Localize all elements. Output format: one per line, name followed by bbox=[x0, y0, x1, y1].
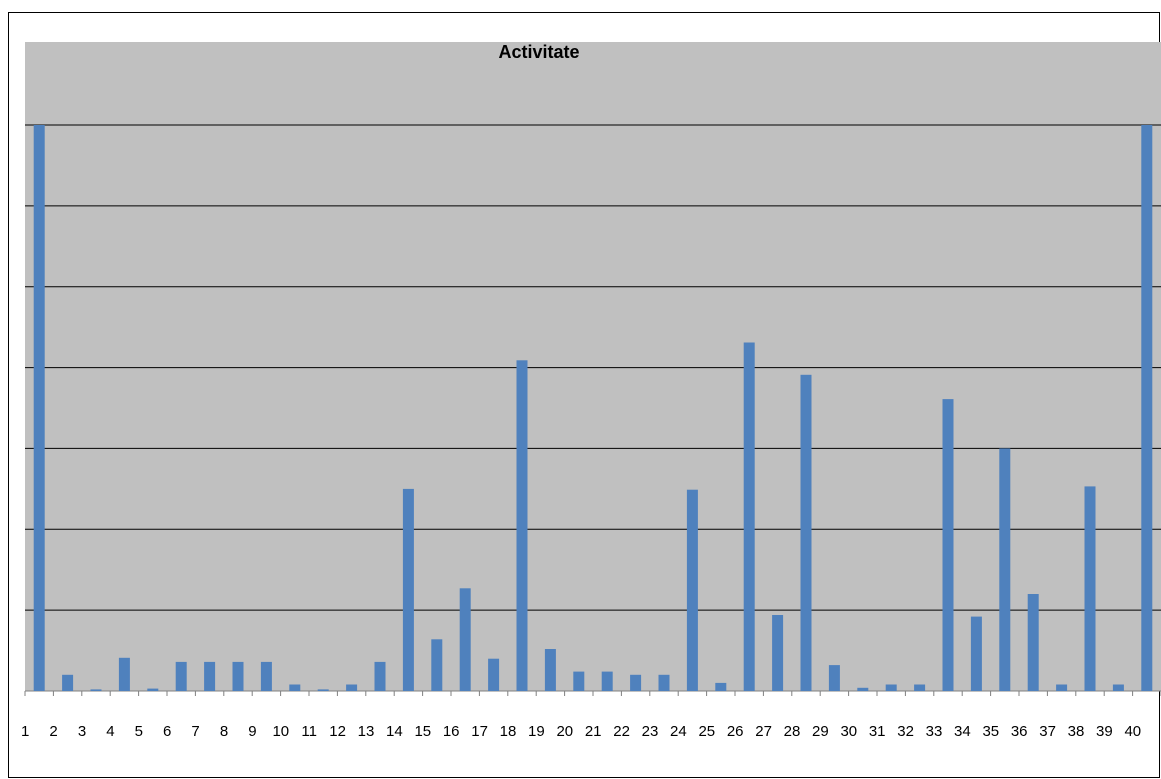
x-tick-label-20: 20 bbox=[556, 723, 573, 740]
x-tick-label-28: 28 bbox=[784, 723, 801, 740]
x-tick-label-11: 11 bbox=[301, 723, 317, 740]
bar-11 bbox=[317, 689, 329, 691]
bar-14 bbox=[402, 488, 414, 691]
x-tick-label-17: 17 bbox=[471, 723, 488, 740]
x-tick-label-37: 37 bbox=[1039, 723, 1056, 740]
chart-frame: 1 2 3 4 5 6 7 8 9 10 11 12 13 14 15 16 17 18 19 20 21 22 23 24 2… bbox=[8, 12, 1161, 778]
bar-27 bbox=[772, 615, 784, 691]
x-tick-label-33: 33 bbox=[926, 723, 943, 740]
bar-31 bbox=[885, 684, 897, 691]
bar-28 bbox=[800, 374, 812, 691]
x-tick-label-5: 5 bbox=[135, 723, 143, 740]
bar-16 bbox=[459, 588, 471, 691]
x-tick-label-6: 6 bbox=[163, 723, 171, 740]
bar-7 bbox=[204, 661, 216, 691]
bar-3 bbox=[90, 689, 102, 691]
x-tick-label-35: 35 bbox=[982, 723, 999, 740]
bar-38 bbox=[1084, 486, 1096, 691]
x-tick-label-8: 8 bbox=[220, 723, 228, 740]
x-tick-label-34: 34 bbox=[954, 723, 971, 740]
bar-4 bbox=[118, 657, 130, 691]
bar-25 bbox=[715, 682, 727, 691]
x-tick-label-36: 36 bbox=[1011, 723, 1028, 740]
bar-23 bbox=[658, 674, 670, 691]
x-tick-label-2: 2 bbox=[49, 723, 57, 740]
bar-5 bbox=[147, 688, 159, 691]
bar-9 bbox=[260, 661, 272, 691]
bar-17 bbox=[488, 658, 500, 691]
x-tick-label-13: 13 bbox=[358, 723, 375, 740]
bar-34 bbox=[970, 616, 982, 691]
bar-24 bbox=[686, 489, 698, 691]
bar-40 bbox=[1141, 125, 1153, 691]
bar-29 bbox=[828, 665, 840, 691]
bar-35 bbox=[999, 448, 1011, 691]
x-tick-label-24: 24 bbox=[670, 723, 687, 740]
gridlines bbox=[25, 124, 1161, 611]
x-tick-label-32: 32 bbox=[897, 723, 914, 740]
bar-10 bbox=[289, 684, 301, 691]
bar-32 bbox=[914, 684, 926, 691]
bar-37 bbox=[1056, 684, 1068, 691]
x-tick-label-23: 23 bbox=[642, 723, 659, 740]
x-tick-label-9: 9 bbox=[248, 723, 256, 740]
x-tick-label-30: 30 bbox=[840, 723, 857, 740]
bar-19 bbox=[544, 649, 556, 691]
bar-26 bbox=[743, 342, 755, 691]
x-axis-labels: 1 2 3 4 5 6 7 8 9 10 11 12 13 14 15 16 17 18 19 20 21 22 23 24 2… bbox=[21, 723, 1141, 740]
x-tick-label-12: 12 bbox=[329, 723, 346, 740]
x-tick-label-22: 22 bbox=[613, 723, 630, 740]
x-axis-ticks bbox=[24, 691, 1161, 696]
bar-39 bbox=[1112, 684, 1124, 691]
x-tick-label-25: 25 bbox=[698, 723, 715, 740]
x-tick-label-21: 21 bbox=[585, 723, 602, 740]
bar-6 bbox=[175, 661, 187, 691]
bar-21 bbox=[601, 671, 613, 691]
x-tick-label-38: 38 bbox=[1068, 723, 1085, 740]
bar-33 bbox=[942, 399, 954, 691]
x-tick-label-7: 7 bbox=[191, 723, 199, 740]
bar-36 bbox=[1027, 594, 1039, 691]
bar-20 bbox=[573, 671, 585, 691]
x-tick-label-39: 39 bbox=[1096, 723, 1113, 740]
bar-8 bbox=[232, 661, 244, 691]
x-tick-label-19: 19 bbox=[528, 723, 545, 740]
bar-12 bbox=[346, 684, 358, 691]
bar-15 bbox=[431, 639, 443, 691]
bar-13 bbox=[374, 661, 386, 691]
bar-2 bbox=[62, 674, 74, 691]
bar-chart: 1 2 3 4 5 6 7 8 9 10 11 12 13 14 15 16 17 18 19 20 21 22 23 24 2… bbox=[21, 42, 1161, 740]
bar-30 bbox=[857, 687, 869, 691]
plot-area bbox=[25, 42, 1161, 691]
bar-22 bbox=[630, 674, 642, 691]
x-tick-label-4: 4 bbox=[106, 723, 114, 740]
x-tick-label-16: 16 bbox=[443, 723, 460, 740]
x-tick-label-14: 14 bbox=[386, 723, 403, 740]
x-tick-label-1: 1 bbox=[21, 723, 29, 740]
x-tick-label-15: 15 bbox=[414, 723, 431, 740]
x-tick-label-10: 10 bbox=[272, 723, 289, 740]
x-tick-label-3: 3 bbox=[78, 723, 86, 740]
x-tick-label-29: 29 bbox=[812, 723, 829, 740]
bar-18 bbox=[516, 360, 528, 691]
bars bbox=[33, 125, 1153, 691]
bar-1 bbox=[33, 125, 45, 691]
x-tick-label-27: 27 bbox=[755, 723, 772, 740]
x-tick-label-31: 31 bbox=[869, 723, 886, 740]
chart-title: Activitate bbox=[498, 42, 579, 62]
x-tick-label-26: 26 bbox=[727, 723, 744, 740]
x-tick-label-18: 18 bbox=[500, 723, 517, 740]
x-tick-label-40: 40 bbox=[1124, 723, 1141, 740]
